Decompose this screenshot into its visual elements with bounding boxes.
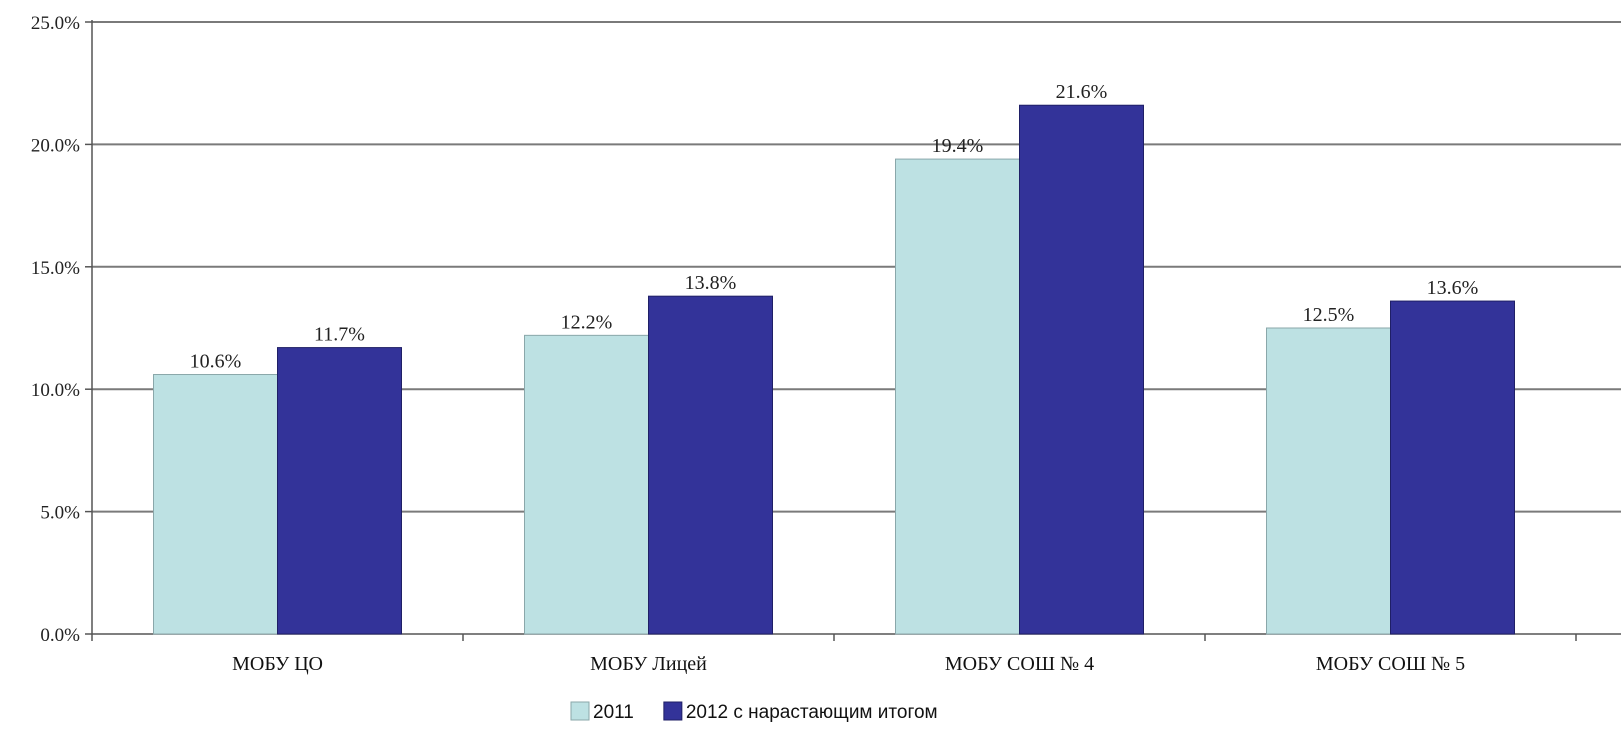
- data-label: 19.4%: [932, 135, 984, 157]
- bar-series-2012-0: [277, 347, 402, 635]
- bar-series-2012-2: [1019, 104, 1144, 635]
- legend-swatch: [570, 701, 590, 721]
- data-label: 13.6%: [1427, 277, 1479, 299]
- legend-label: 2011: [593, 702, 634, 723]
- bar-series-2012-3: [1390, 300, 1515, 635]
- bar-series-2011-1: [524, 334, 649, 635]
- data-label: 12.5%: [1303, 304, 1355, 326]
- y-tick-label: 20.0%: [31, 135, 80, 156]
- category-labels: МОБУ ЦО МОБУ Лицей МОБУ СОШ № 4 МОБУ СОШ № …: [232, 653, 1465, 675]
- y-tick-label: 10.0%: [31, 380, 80, 401]
- bar-series-2011-3: [1266, 327, 1391, 635]
- data-label: 10.6%: [190, 351, 242, 373]
- data-label: 13.8%: [685, 272, 737, 294]
- data-labels: 10.6% 11.7% 12.2% 13.8% 19.4% 21.6% 12.5% 13.6%: [190, 81, 1479, 372]
- category-label: МОБУ СОШ № 4: [945, 653, 1094, 675]
- category-label: МОБУ СОШ № 5: [1316, 653, 1465, 675]
- legend-swatch: [663, 701, 683, 721]
- bar-series-2011-2: [895, 158, 1020, 635]
- data-label: 21.6%: [1056, 81, 1108, 103]
- data-label: 12.2%: [561, 311, 613, 333]
- category-label: МОБУ ЦО: [232, 653, 323, 675]
- y-tick-label: 5.0%: [40, 503, 80, 524]
- legend: 2011 2012 с нарастающим итогом: [570, 701, 938, 723]
- data-label: 11.7%: [314, 324, 365, 346]
- bars: [153, 104, 1515, 635]
- bar-series-2012-1: [648, 295, 773, 635]
- legend-label: 2012 с нарастающим итогом: [686, 702, 938, 723]
- category-label: МОБУ Лицей: [590, 653, 707, 675]
- bar-series-2011-0: [153, 374, 278, 635]
- y-tick-labels: 0.0% 5.0% 10.0% 15.0% 20.0% 25.0%: [31, 13, 80, 646]
- y-tick-label: 25.0%: [31, 13, 80, 34]
- y-tick-label: 15.0%: [31, 258, 80, 279]
- y-tick-label: 0.0%: [40, 625, 80, 646]
